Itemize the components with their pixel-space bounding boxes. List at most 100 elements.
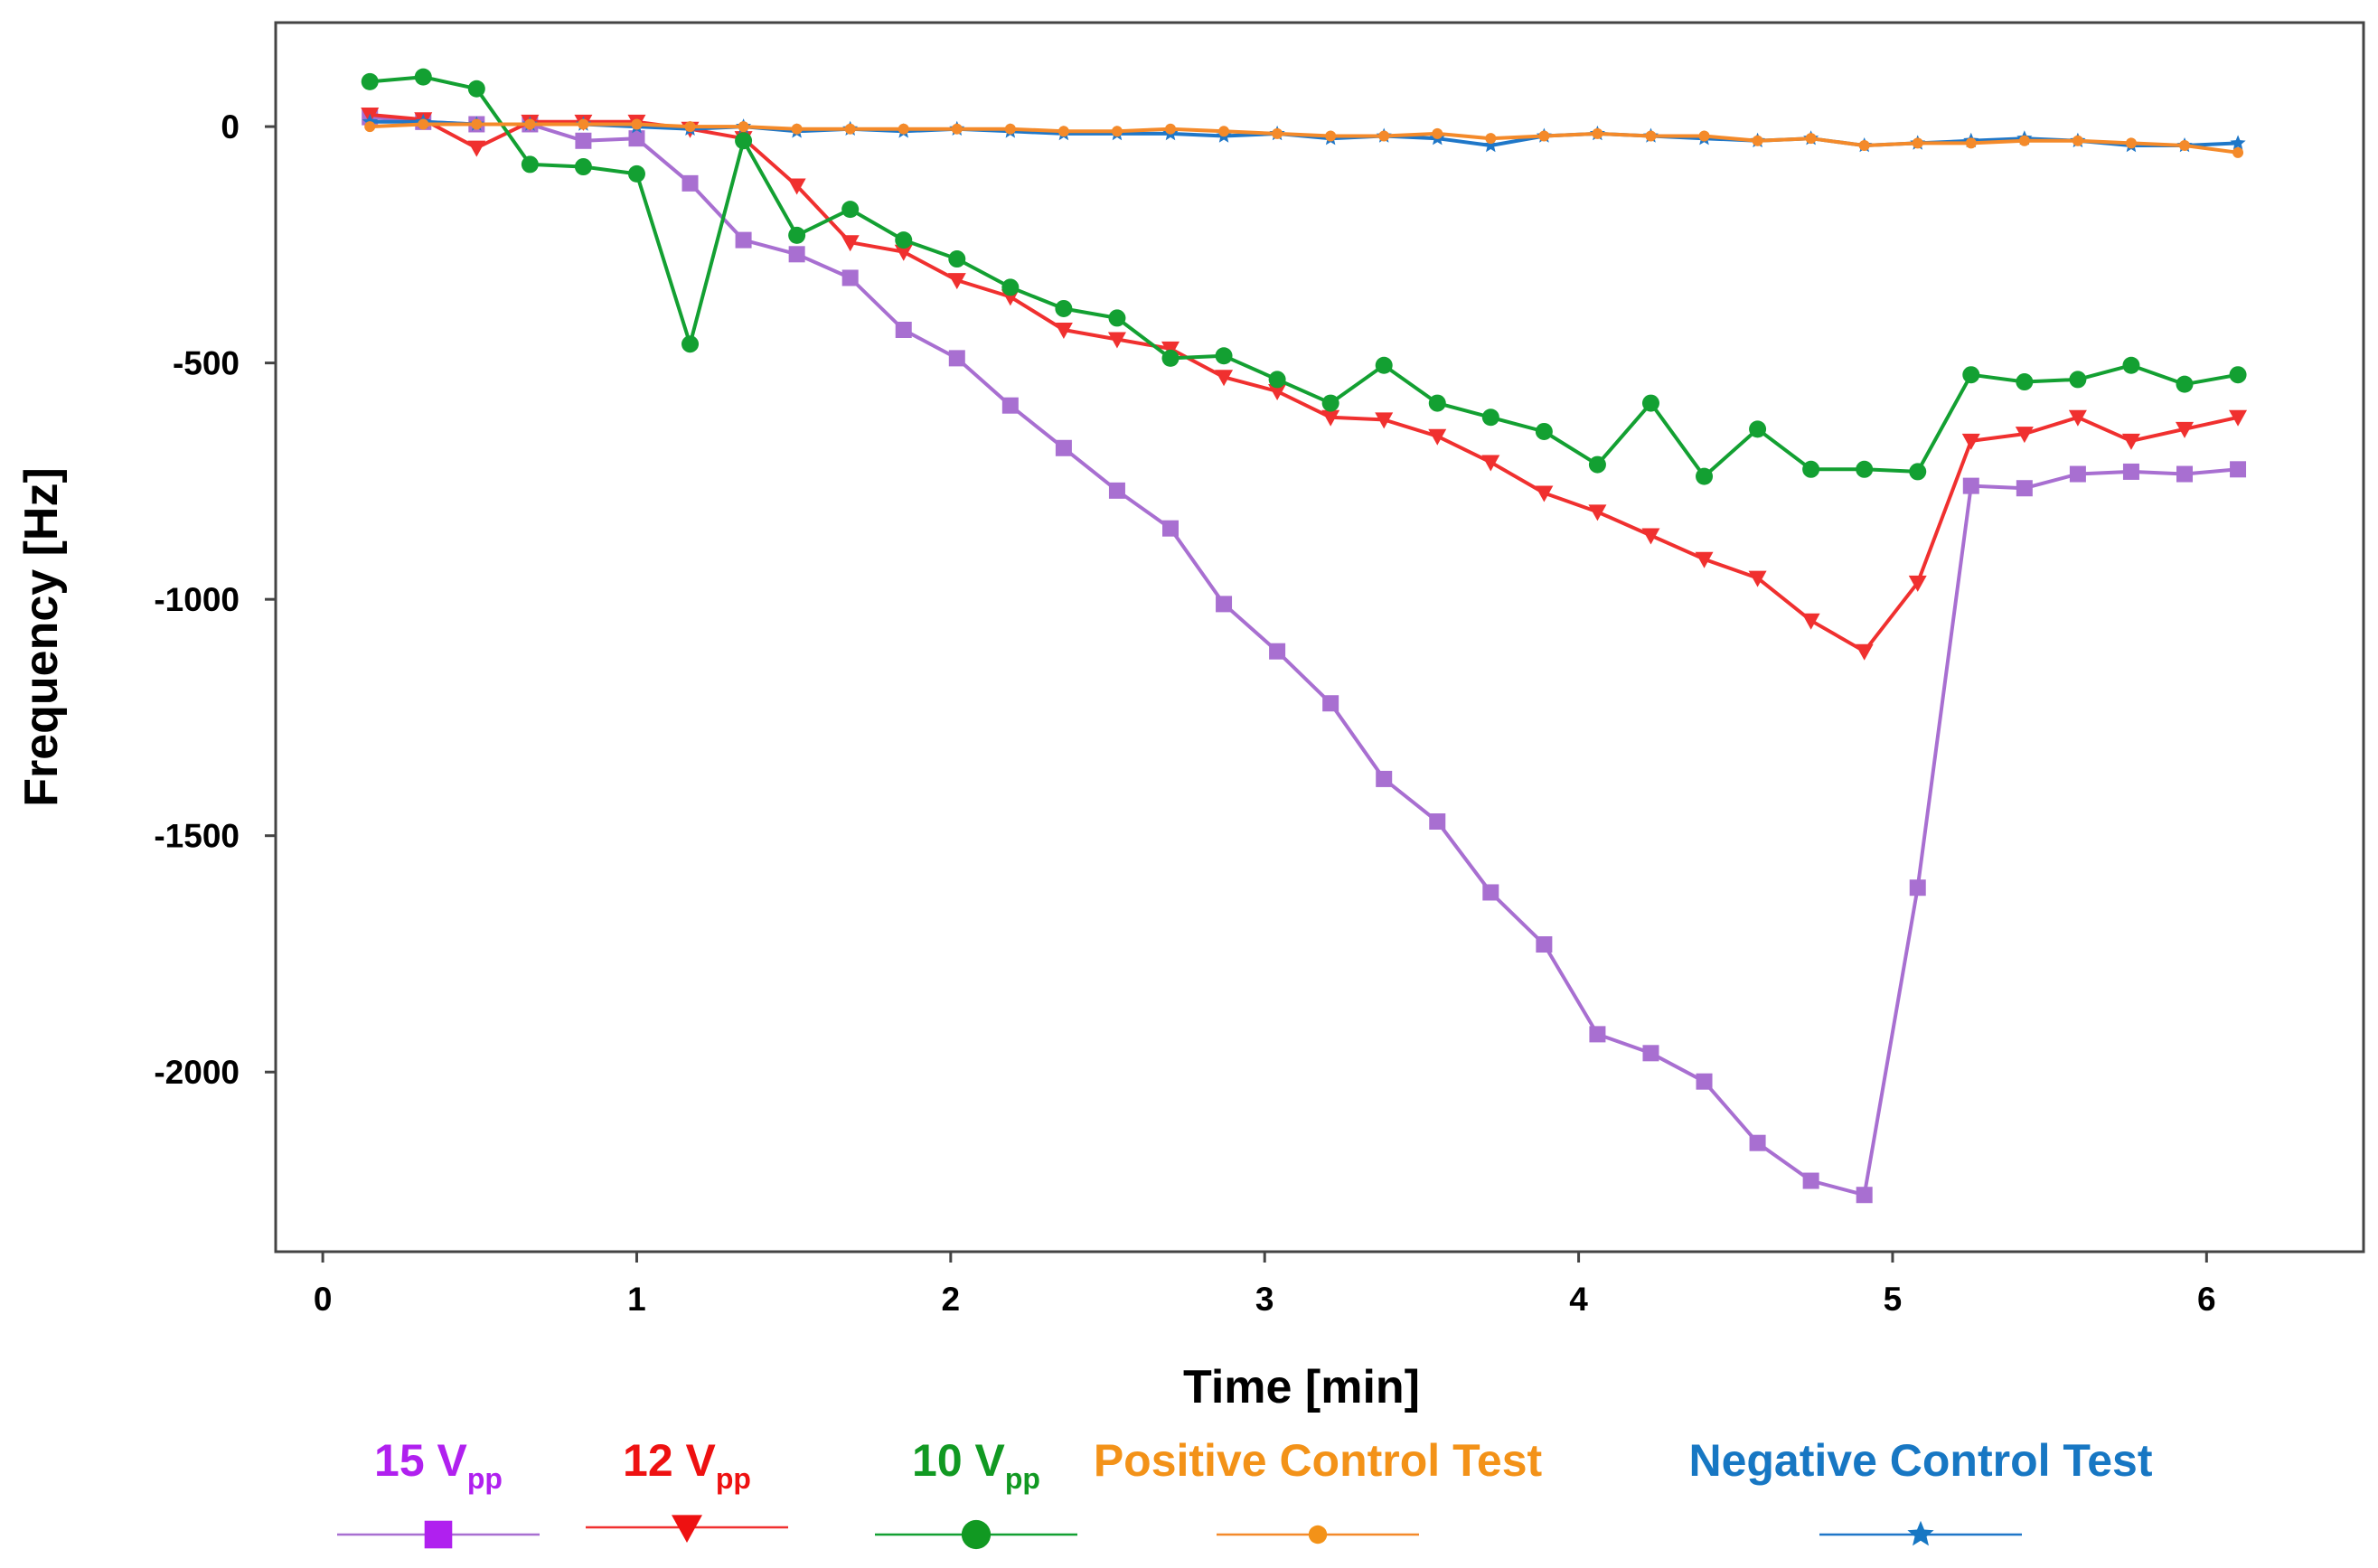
data-point <box>2176 465 2193 483</box>
data-point <box>1378 130 1390 142</box>
legend-marker <box>961 1519 992 1550</box>
legend-marker <box>1308 1525 1328 1545</box>
data-point <box>1161 349 1180 367</box>
legend-label: 12 Vpp <box>623 1435 751 1495</box>
legend-label-main: Negative Control Test <box>1688 1435 2152 1486</box>
data-point <box>948 350 965 367</box>
legend: 15 Vpp 12 Vpp 10 Vpp Positive Control Test N… <box>337 1435 2153 1550</box>
data-point <box>1909 463 1927 481</box>
data-point <box>787 178 806 195</box>
data-point <box>788 226 806 244</box>
data-point <box>1698 130 1710 142</box>
data-point <box>2229 409 2248 427</box>
data-point <box>1645 130 1657 142</box>
data-point <box>898 123 909 135</box>
data-point <box>628 130 645 147</box>
data-point <box>521 155 539 174</box>
data-point <box>2072 135 2083 146</box>
series-layer <box>361 68 2248 1204</box>
data-point <box>1802 460 1820 478</box>
data-point <box>2069 465 2086 483</box>
data-point <box>1429 813 1446 830</box>
data-point <box>418 118 429 130</box>
data-point <box>2069 371 2087 389</box>
y-tick-label: 0 <box>221 108 240 146</box>
data-point <box>1482 137 1499 153</box>
data-point <box>1321 394 1339 412</box>
data-point <box>1428 428 1447 446</box>
data-point <box>1055 299 1073 317</box>
data-point <box>1055 439 1072 456</box>
data-point <box>1805 133 1817 145</box>
legend-marker <box>1907 1520 1934 1546</box>
data-point <box>1054 323 1073 339</box>
data-point <box>1965 137 1977 149</box>
data-point <box>2121 433 2140 450</box>
x-tick-label: 2 <box>942 1281 961 1318</box>
legend-label-main: 12 V <box>623 1435 717 1486</box>
legend-marker <box>424 1520 453 1549</box>
data-point <box>1962 477 1979 494</box>
legend-entry-15-vpp: 15 Vpp <box>337 1435 540 1549</box>
data-point <box>1538 130 1550 142</box>
data-point <box>1535 422 1553 440</box>
data-point <box>578 118 589 130</box>
legend-label-main: 10 V <box>912 1435 1006 1486</box>
data-point <box>1108 482 1125 499</box>
data-point <box>1588 455 1606 474</box>
data-point <box>2125 137 2137 149</box>
data-point <box>1321 409 1340 427</box>
data-point <box>1912 137 1923 149</box>
data-point <box>2015 427 2034 444</box>
data-point <box>1375 412 1394 429</box>
data-point <box>1216 596 1233 613</box>
data-point <box>574 158 592 176</box>
x-tick-label: 1 <box>627 1281 646 1318</box>
data-point <box>2229 366 2247 384</box>
data-point <box>1001 278 1020 296</box>
data-point <box>2018 135 2030 146</box>
data-point <box>1962 366 1980 384</box>
data-point <box>1485 133 1497 145</box>
legend-label-sub: pp <box>1005 1462 1040 1495</box>
data-point <box>1752 135 1763 146</box>
legend-entry-positive-control-test: Positive Control Test <box>1094 1435 1543 1545</box>
data-point <box>681 174 699 192</box>
legend-label-main: 15 V <box>374 1435 468 1486</box>
data-point <box>1001 397 1019 414</box>
y-axis: 0 -500 -1000 -1500 -2000 <box>154 108 276 1091</box>
data-point <box>738 121 749 133</box>
data-point <box>948 250 966 268</box>
data-point <box>735 231 752 249</box>
data-point <box>1481 455 1500 472</box>
data-point <box>2230 461 2247 478</box>
series-line <box>370 122 2239 155</box>
data-point <box>1268 371 1286 389</box>
data-point <box>1749 420 1767 438</box>
legend-label: Negative Control Test <box>1688 1435 2152 1486</box>
y-tick-label: -2000 <box>154 1054 240 1091</box>
data-point <box>1801 613 1820 630</box>
legend-label-sub: pp <box>467 1462 503 1495</box>
data-point <box>951 123 963 135</box>
data-point <box>414 68 432 86</box>
data-point <box>1272 127 1283 139</box>
legend-entry-negative-control-test: Negative Control Test <box>1688 1435 2153 1546</box>
data-point <box>735 132 753 150</box>
x-tick-label: 4 <box>1569 1281 1588 1318</box>
data-point <box>627 164 645 183</box>
data-point <box>1855 643 1874 661</box>
data-point <box>1322 695 1339 712</box>
data-point <box>2230 135 2246 150</box>
data-point <box>1162 520 1179 537</box>
data-point <box>2068 409 2087 427</box>
data-point <box>1535 485 1554 502</box>
data-point <box>631 118 643 130</box>
data-point <box>681 335 700 353</box>
y-tick-label: -1000 <box>154 581 240 618</box>
x-axis: 0 1 2 3 4 5 6 <box>314 1252 2216 1318</box>
data-point <box>467 80 485 98</box>
data-point <box>791 123 803 135</box>
data-point <box>1856 1187 1873 1204</box>
